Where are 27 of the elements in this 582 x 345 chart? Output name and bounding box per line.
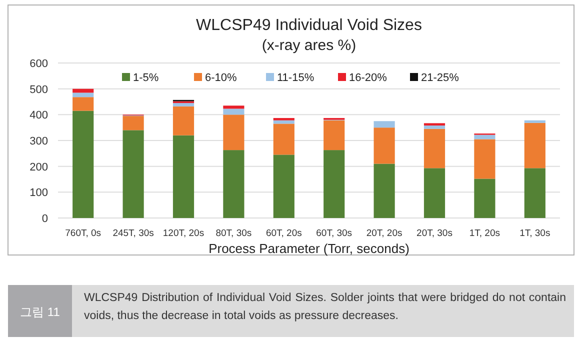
x-tick-label: 760T, 0s <box>65 228 102 239</box>
text: WLCSP49 Distribution of Individual Void Sizes. Solder joints that were bridged do not contain voids, thus the decrease in total voids as pressure decreases. <box>84 291 566 324</box>
x-tick-label: 1T, 20s <box>469 228 500 239</box>
x-tick-label: 60T, 20s <box>266 228 302 239</box>
caption: 그림 11 <box>20 305 60 319</box>
chart-title: WLCSP49 Individual Void Sizes <box>196 17 422 34</box>
legend-label: 16-20% <box>349 72 388 84</box>
x-tick-label: 120T, 20s <box>162 228 204 239</box>
y-tick-label: 300 <box>30 136 48 148</box>
legend-label: 21-25% <box>421 72 460 84</box>
y-tick-label: 200 <box>30 161 48 174</box>
x-tick-label: 60T, 30s <box>316 228 352 239</box>
y-tick-label: 500 <box>30 84 48 96</box>
x-tick-label: 245T, 30s <box>112 228 154 239</box>
y-tick-label: 0 <box>42 213 48 225</box>
chart-subtitle: (x-ray ares %) <box>262 37 356 54</box>
legend-label: 1-5% <box>133 72 159 84</box>
y-tick-label: 600 <box>30 58 48 70</box>
x-tick-label: 20T, 20s <box>366 228 402 239</box>
x-tick-label: 80T, 30s <box>216 228 252 239</box>
legend-label: 6-10% <box>205 72 238 84</box>
y-tick-label: 100 <box>30 187 48 200</box>
x-axis-title: Process Parameter (Torr, seconds) <box>208 241 410 256</box>
y-tick-label: 400 <box>30 110 48 122</box>
x-tick-label: 20T, 30s <box>416 228 453 239</box>
x-tick-label: 1T, 30s <box>520 228 550 239</box>
legend-label: 11-15% <box>277 72 314 84</box>
